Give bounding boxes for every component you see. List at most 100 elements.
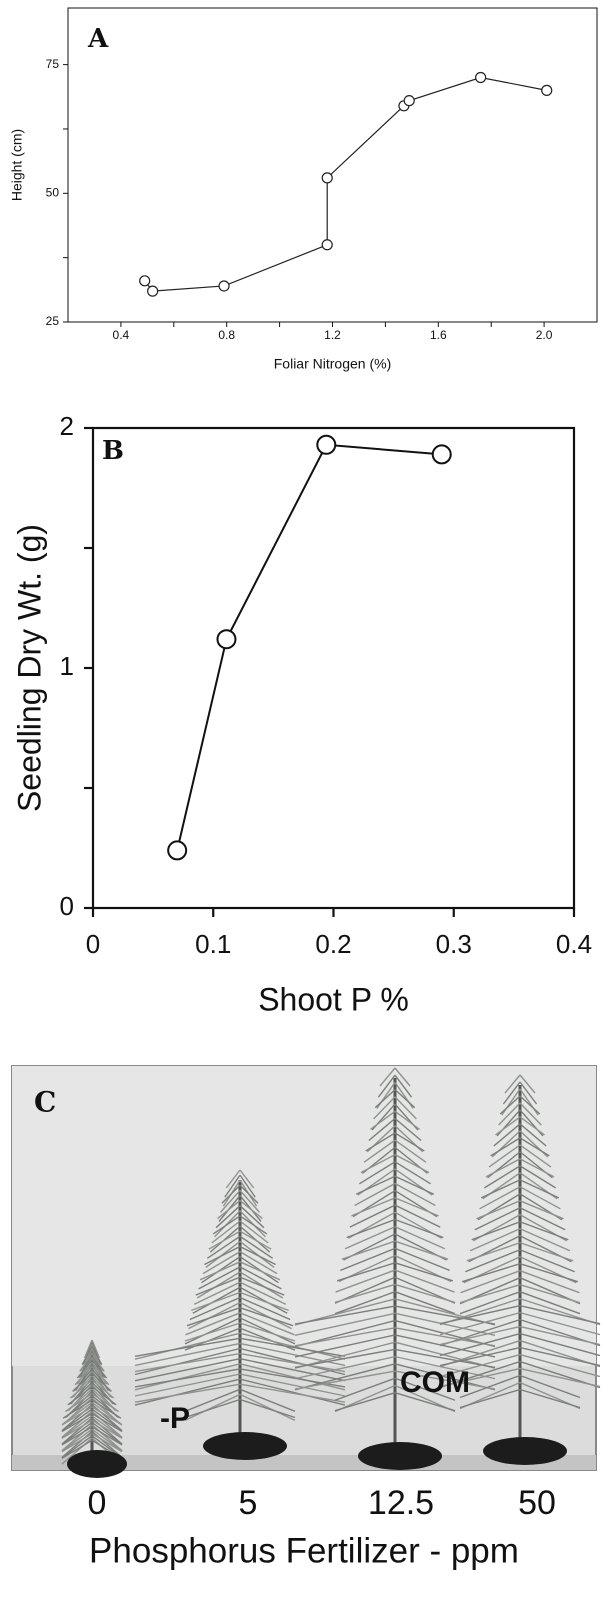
tree-needle <box>239 1352 346 1373</box>
tree-needle <box>191 1291 241 1312</box>
tree-needle <box>344 1226 396 1250</box>
data-point <box>147 285 159 297</box>
tree-needle <box>91 1428 123 1452</box>
tree-needle <box>188 1301 241 1330</box>
category-label: 50 <box>518 1484 556 1522</box>
tree-needle <box>239 1261 281 1281</box>
tree-needle <box>91 1386 117 1406</box>
tree-needle <box>355 1175 396 1195</box>
tree-needle <box>67 1386 93 1406</box>
tree-needle <box>484 1165 521 1189</box>
tree-needle <box>351 1197 396 1217</box>
tree-needle <box>239 1312 295 1336</box>
tree-needle <box>91 1417 123 1445</box>
tree-needle <box>394 1139 427 1163</box>
tree-needle <box>61 1437 93 1465</box>
tree-needle <box>439 1346 521 1367</box>
tree-needle <box>91 1419 123 1439</box>
tree-needle <box>374 1089 396 1109</box>
tree-needle <box>519 1388 581 1409</box>
tree-needle <box>394 1089 416 1109</box>
tree-needle <box>394 1226 446 1250</box>
tree-needle <box>81 1346 93 1366</box>
tree-needle <box>459 1283 521 1304</box>
tree-needle <box>134 1352 241 1373</box>
tree-needle <box>360 1153 396 1174</box>
tree-needle <box>239 1398 296 1419</box>
tree-needle <box>239 1215 268 1235</box>
category-label: 12.5 <box>368 1484 434 1522</box>
tree-needle <box>239 1230 272 1250</box>
tree-needle <box>239 1388 296 1412</box>
tree-needle <box>490 1137 521 1157</box>
tree-needle <box>519 1081 538 1105</box>
tree-needle <box>61 1404 93 1432</box>
tree-needle <box>61 1439 93 1459</box>
tree-needle <box>459 1374 521 1399</box>
tree-needle <box>239 1332 346 1360</box>
x-axis-label: Foliar Nitrogen (%) <box>274 356 391 372</box>
tree-needle <box>69 1379 93 1399</box>
tree-needle <box>62 1399 93 1419</box>
y-tick-label: 2 <box>60 411 74 441</box>
tree-needle <box>519 1228 571 1252</box>
tree-needle <box>334 1392 396 1412</box>
tree-needle <box>379 1067 396 1087</box>
tree-needle <box>294 1305 396 1325</box>
tree-needle <box>134 1358 241 1382</box>
tree-needle <box>476 1200 521 1220</box>
tree-needle <box>519 1165 556 1189</box>
tree-needle <box>394 1377 456 1401</box>
tree-needle <box>186 1307 241 1327</box>
tree-needle <box>91 1433 123 1453</box>
tree-needle <box>519 1137 550 1157</box>
tree-needle <box>134 1373 241 1397</box>
soil-mound <box>358 1442 442 1470</box>
tree-needle <box>499 1095 521 1115</box>
tree-needle <box>72 1372 93 1392</box>
tree-needle <box>519 1207 566 1231</box>
tree-needle <box>189 1296 241 1321</box>
tree-needle <box>519 1346 601 1367</box>
tree-needle <box>91 1366 110 1386</box>
tree-needle <box>239 1393 296 1422</box>
tree-needle <box>460 1270 521 1294</box>
tree-needle <box>239 1169 255 1189</box>
tree-needle <box>479 1186 521 1210</box>
tree-needle <box>394 1182 436 1207</box>
tree-needle <box>91 1379 115 1399</box>
tree-needle <box>334 1377 396 1401</box>
y-tick-label: 0 <box>60 891 74 921</box>
tree-needle <box>519 1123 547 1147</box>
data-point <box>321 172 333 184</box>
tree-needle <box>439 1325 521 1346</box>
tree-needle <box>373 1096 396 1120</box>
tree-needle <box>61 1401 93 1425</box>
tree-needle <box>184 1322 241 1342</box>
tree-needle <box>394 1262 454 1282</box>
tree-needle <box>239 1307 294 1327</box>
tree-needle <box>504 1074 521 1094</box>
tree-needle <box>294 1348 396 1369</box>
x-tick-label: 2.0 <box>536 328 553 342</box>
data-point <box>316 434 337 455</box>
tree-needle <box>335 1269 396 1293</box>
tree-needle <box>459 1290 521 1315</box>
tree-needle <box>519 1374 581 1399</box>
tree-needle <box>485 1158 521 1178</box>
tree-needle <box>340 1247 396 1272</box>
tree-needle <box>519 1221 569 1241</box>
tree-needle <box>204 1245 241 1266</box>
tree-needle <box>217 1200 241 1220</box>
tree-needle <box>91 1406 123 1426</box>
tree-needle <box>469 1228 521 1252</box>
tree-needle <box>221 1184 241 1204</box>
tree-needle <box>394 1240 449 1260</box>
data-point <box>167 840 188 861</box>
tree-needle <box>336 1262 396 1282</box>
x-tick-label: 0 <box>86 929 100 959</box>
tree-needle <box>215 1205 241 1229</box>
tree-needle <box>224 1174 241 1198</box>
tree-needle <box>488 1144 521 1168</box>
